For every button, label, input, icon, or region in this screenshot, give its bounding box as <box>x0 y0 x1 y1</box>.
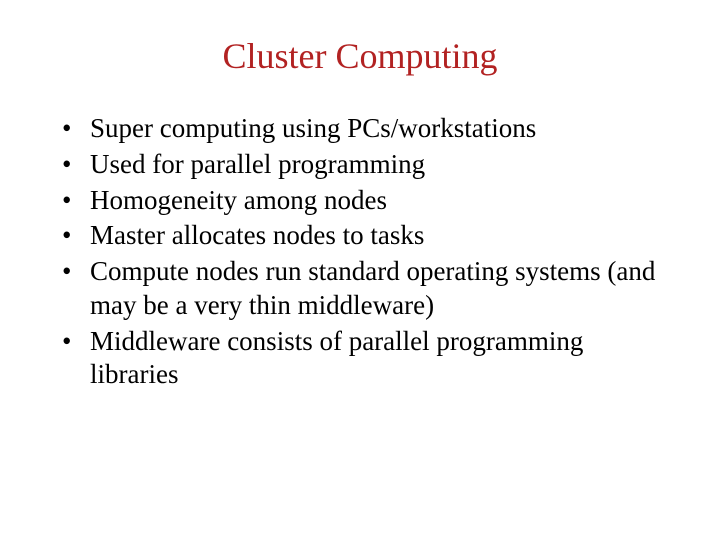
list-item: • Compute nodes run standard operating s… <box>60 255 675 323</box>
bullet-icon: • <box>60 112 90 146</box>
bullet-icon: • <box>60 219 90 253</box>
bullet-text: Master allocates nodes to tasks <box>90 219 675 253</box>
list-item: • Master allocates nodes to tasks <box>60 219 675 253</box>
bullet-icon: • <box>60 325 90 359</box>
list-item: • Homogeneity among nodes <box>60 184 675 218</box>
bullet-text: Compute nodes run standard operating sys… <box>90 255 675 323</box>
bullet-text: Homogeneity among nodes <box>90 184 675 218</box>
bullet-text: Super computing using PCs/workstations <box>90 112 675 146</box>
bullet-icon: • <box>60 255 90 289</box>
slide-title: Cluster Computing <box>45 35 675 77</box>
list-item: • Used for parallel programming <box>60 148 675 182</box>
list-item: • Middleware consists of parallel progra… <box>60 325 675 393</box>
bullet-text: Middleware consists of parallel programm… <box>90 325 675 393</box>
bullet-icon: • <box>60 184 90 218</box>
bullet-text: Used for parallel programming <box>90 148 675 182</box>
slide-container: Cluster Computing • Super computing usin… <box>0 0 720 540</box>
bullet-icon: • <box>60 148 90 182</box>
bullet-list: • Super computing using PCs/workstations… <box>45 112 675 392</box>
list-item: • Super computing using PCs/workstations <box>60 112 675 146</box>
